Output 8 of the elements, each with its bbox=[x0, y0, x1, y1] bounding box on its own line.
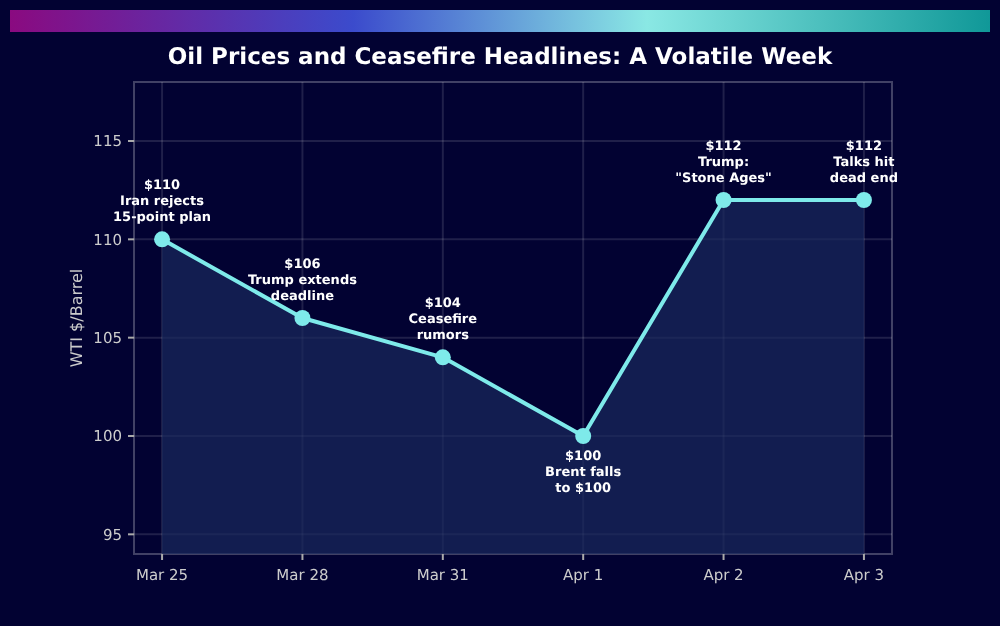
point bbox=[294, 310, 311, 326]
point bbox=[855, 192, 872, 208]
chart-title: Oil Prices and Ceasefire Headlines: A Volatile Week bbox=[167, 42, 833, 70]
point bbox=[434, 349, 451, 366]
point bbox=[715, 192, 732, 208]
point bbox=[154, 231, 171, 248]
point bbox=[575, 428, 592, 444]
y-axis-title: WTI $/Barrel bbox=[68, 268, 86, 368]
